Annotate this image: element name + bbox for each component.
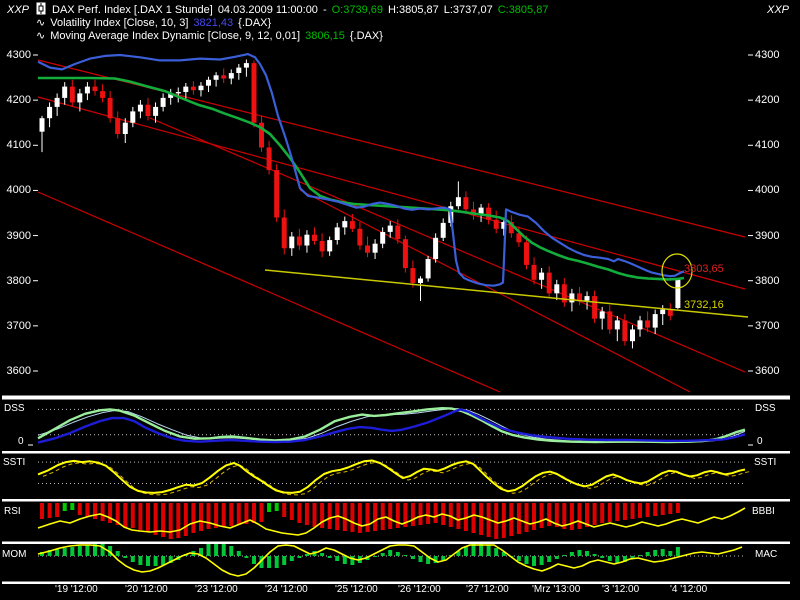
open-value: O:3739,69 <box>331 4 383 16</box>
ma-line <box>38 76 685 281</box>
panel-label-bbbi-right: BBBI <box>752 506 775 517</box>
ma-instrument: {.DAX} <box>349 30 383 42</box>
dss-zero-label-left: 0 <box>18 436 24 447</box>
volatility-line <box>37 52 685 287</box>
panel-label-ssti-left: SSTI <box>3 457 26 468</box>
time-axis-label: '4 '12:00 <box>670 584 708 595</box>
price-tick-label: 4200 <box>6 94 31 107</box>
panel-label-mac-right: MAC <box>755 549 778 560</box>
panel-separators <box>2 395 790 584</box>
time-axis-label: '26 '12:00 <box>398 584 441 595</box>
legend-separator: - <box>322 4 327 16</box>
legend-line-ma: ∿ Moving Average Index Dynamic [Close, 9,… <box>36 30 553 43</box>
panel-label-dss-right: DSS <box>755 403 776 414</box>
trendline <box>264 269 749 318</box>
volatility-indicator-name: Volatility Index [Close, 10, 3] <box>50 17 189 29</box>
dss-zero-label-right: 0 <box>757 436 763 447</box>
price-tick-label: 4000 <box>755 184 780 197</box>
time-axis: '19 '12:00 '20 '12:00 '23 '12:00 '24 '12:00… <box>0 584 800 599</box>
volatility-instrument: {.DAX} <box>238 17 272 29</box>
price-axis-right: 4300 4200 4100 4000 3900 3800 3700 3600 <box>755 0 799 600</box>
ma-value: 3806,15 <box>305 30 345 42</box>
price-tick-label: 3700 <box>755 319 780 332</box>
time-axis-label: 'Mrz '13:00 <box>532 584 581 595</box>
price-tick-label: 3600 <box>755 365 780 377</box>
price-annotation-upper: 3803,65 <box>684 263 724 275</box>
brand-logo-right: XXP <box>767 4 790 16</box>
time-axis-label: '23 '12:00 <box>195 584 238 595</box>
price-tick-label: 3900 <box>755 229 780 242</box>
ma-indicator-name: Moving Average Index Dynamic [Close, 9, … <box>50 30 301 42</box>
brand-logo-left: XXP <box>7 4 30 16</box>
time-axis-label: '3 '12:00 <box>602 584 640 595</box>
bar-datetime: 04.03.2009 11:00:00 <box>217 4 318 16</box>
panel-label-ssti-right: SSTI <box>754 457 777 468</box>
highlight-circle <box>661 253 693 289</box>
mom-panel <box>37 544 745 577</box>
price-annotation-lower: 3732,16 <box>684 299 724 311</box>
candlesticks <box>39 59 681 349</box>
price-axis-left: 4300 4200 4100 4000 3900 3800 3700 3600 <box>0 0 31 600</box>
legend-line-price: DAX Perf. Index [.DAX 1 Stunde] 04.03.200… <box>36 2 553 17</box>
price-tick-label: 4100 <box>755 139 780 152</box>
price-tick-label: 3800 <box>6 274 31 287</box>
panel-label-dss-left: DSS <box>4 403 25 414</box>
time-axis-label: '24 '12:00 <box>265 584 308 595</box>
wave-icon: ∿ <box>36 17 46 29</box>
instrument-title: DAX Perf. Index [.DAX 1 Stunde] <box>52 4 213 16</box>
candlestick-icon <box>36 2 47 16</box>
wave-icon: ∿ <box>36 30 46 42</box>
low-value: L:3737,07 <box>443 4 493 16</box>
price-tick-label: 4300 <box>6 49 31 61</box>
rsi-panel <box>37 503 746 539</box>
price-tick-label: 3700 <box>6 319 31 332</box>
time-axis-label: '20 '12:00 <box>125 584 168 595</box>
chart-legend: DAX Perf. Index [.DAX 1 Stunde] 04.03.200… <box>36 2 553 43</box>
price-tick-label: 4300 <box>755 49 780 61</box>
price-ticks <box>28 54 753 446</box>
time-axis-label: '27 '12:00 <box>466 584 509 595</box>
price-tick-label: 4200 <box>755 94 780 107</box>
price-tick-label: 3800 <box>755 274 780 287</box>
legend-line-volatility: ∿ Volatility Index [Close, 10, 3] 3821,43 {… <box>36 17 553 30</box>
price-tick-label: 4100 <box>6 139 31 152</box>
high-value: H:3805,87 <box>387 4 439 16</box>
price-tick-label: 4000 <box>6 184 31 197</box>
time-axis-label: '25 '12:00 <box>335 584 378 595</box>
volatility-value: 3821,43 <box>193 17 234 29</box>
panel-label-rsi-left: RSI <box>4 506 21 517</box>
time-axis-label: '19 '12:00 <box>55 584 98 595</box>
close-value: C:3805,87 <box>497 4 549 16</box>
price-tick-label: 3600 <box>6 365 31 377</box>
panel-label-mom-left: MOM <box>2 549 27 560</box>
dss-panel <box>37 407 746 444</box>
ssti-panel <box>37 459 751 496</box>
price-tick-label: 3900 <box>6 229 31 242</box>
